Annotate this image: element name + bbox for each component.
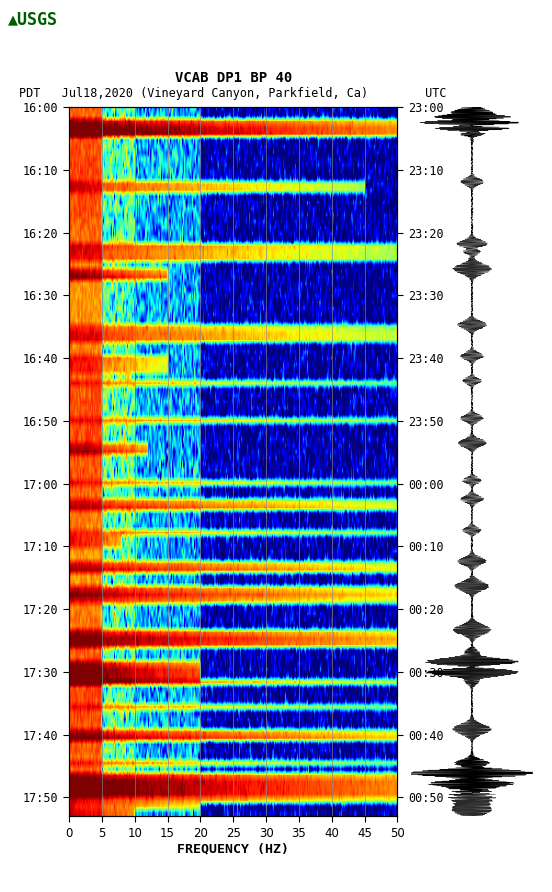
Text: ▲USGS: ▲USGS bbox=[8, 11, 59, 29]
Text: VCAB DP1 BP 40: VCAB DP1 BP 40 bbox=[174, 70, 292, 85]
X-axis label: FREQUENCY (HZ): FREQUENCY (HZ) bbox=[177, 842, 289, 855]
Text: PDT   Jul18,2020 (Vineyard Canyon, Parkfield, Ca)        UTC: PDT Jul18,2020 (Vineyard Canyon, Parkfie… bbox=[19, 87, 447, 100]
